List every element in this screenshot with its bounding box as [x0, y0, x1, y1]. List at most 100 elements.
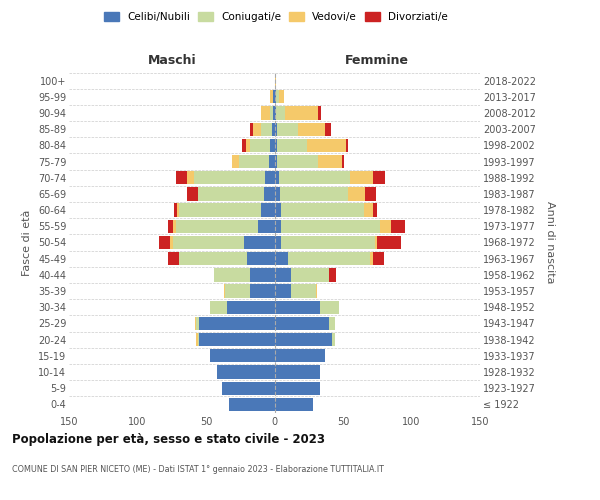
Bar	[288, 252, 370, 266]
Bar	[194, 171, 265, 184]
Bar	[374, 236, 377, 249]
Bar	[373, 252, 384, 266]
Bar	[210, 349, 275, 362]
Bar	[332, 333, 335, 346]
Bar	[271, 106, 273, 120]
Bar	[261, 204, 275, 217]
Bar	[261, 122, 272, 136]
Bar	[173, 220, 176, 233]
Y-axis label: Anni di nascita: Anni di nascita	[545, 201, 555, 283]
Bar	[196, 333, 198, 346]
Bar	[320, 300, 339, 314]
Bar	[271, 90, 273, 104]
Bar	[247, 252, 275, 266]
Bar	[391, 220, 404, 233]
Bar	[198, 188, 263, 200]
Bar	[275, 74, 276, 87]
Bar	[316, 284, 317, 298]
Bar	[232, 155, 239, 168]
Bar	[350, 171, 373, 184]
Bar	[346, 138, 349, 152]
Bar	[199, 333, 275, 346]
Bar	[275, 398, 313, 411]
Bar	[275, 138, 277, 152]
Bar	[275, 236, 281, 249]
Bar	[250, 268, 275, 281]
Bar	[195, 317, 196, 330]
Bar	[277, 138, 307, 152]
Bar	[269, 155, 275, 168]
Bar	[223, 382, 275, 395]
Bar	[329, 268, 336, 281]
Bar	[250, 122, 253, 136]
Bar	[176, 220, 258, 233]
Bar	[277, 155, 319, 168]
Bar	[253, 122, 261, 136]
Y-axis label: Fasce di età: Fasce di età	[22, 210, 32, 276]
Bar	[275, 122, 277, 136]
Bar	[373, 171, 385, 184]
Bar	[275, 366, 320, 378]
Text: Femmine: Femmine	[345, 54, 409, 67]
Legend: Celibi/Nubili, Coniugati/e, Vedovi/e, Divorziati/e: Celibi/Nubili, Coniugati/e, Vedovi/e, Di…	[100, 8, 452, 26]
Bar	[179, 252, 247, 266]
Bar	[275, 204, 281, 217]
Bar	[263, 188, 275, 200]
Bar	[229, 398, 275, 411]
Bar	[167, 220, 173, 233]
Bar	[275, 349, 325, 362]
Bar	[281, 204, 364, 217]
Bar	[319, 106, 321, 120]
Bar	[341, 155, 344, 168]
Bar	[275, 382, 320, 395]
Bar	[258, 220, 275, 233]
Bar	[377, 236, 401, 249]
Bar	[217, 366, 275, 378]
Bar	[275, 284, 291, 298]
Bar	[196, 317, 199, 330]
Bar	[329, 317, 335, 330]
Bar	[173, 236, 244, 249]
Bar	[275, 220, 281, 233]
Bar	[325, 122, 331, 136]
Bar	[177, 204, 179, 217]
Bar	[250, 138, 271, 152]
Bar	[298, 122, 325, 136]
Bar	[275, 268, 291, 281]
Bar	[210, 300, 227, 314]
Bar	[275, 188, 280, 200]
Bar	[261, 106, 271, 120]
Bar	[179, 204, 261, 217]
Bar	[291, 268, 329, 281]
Bar	[227, 300, 275, 314]
Bar	[349, 188, 365, 200]
Bar	[380, 220, 391, 233]
Bar	[307, 138, 346, 152]
Bar	[199, 317, 275, 330]
Bar	[275, 106, 276, 120]
Bar	[278, 171, 350, 184]
Bar	[175, 204, 177, 217]
Bar	[265, 171, 275, 184]
Text: Popolazione per età, sesso e stato civile - 2023: Popolazione per età, sesso e stato civil…	[12, 432, 325, 446]
Bar	[242, 138, 246, 152]
Bar	[275, 90, 276, 104]
Bar	[277, 122, 298, 136]
Bar	[291, 284, 316, 298]
Bar	[281, 236, 374, 249]
Bar	[271, 138, 275, 152]
Bar	[170, 236, 173, 249]
Bar	[214, 268, 250, 281]
Bar	[275, 252, 288, 266]
Bar	[272, 122, 275, 136]
Bar	[160, 236, 170, 249]
Bar	[281, 220, 380, 233]
Bar	[246, 138, 250, 152]
Bar	[276, 106, 286, 120]
Bar	[275, 171, 278, 184]
Bar	[319, 155, 341, 168]
Bar	[176, 171, 187, 184]
Bar	[278, 90, 284, 104]
Bar	[224, 284, 225, 298]
Bar	[239, 155, 269, 168]
